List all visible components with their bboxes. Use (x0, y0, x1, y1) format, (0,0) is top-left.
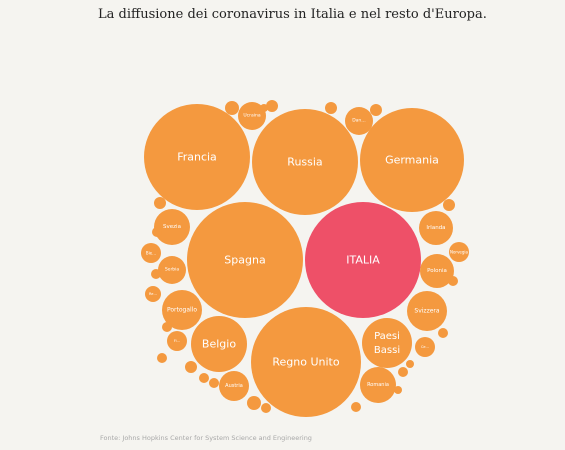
bubble-label-fi: Fi… (174, 339, 181, 343)
bubble-ucraina[interactable] (238, 102, 266, 130)
bubble-unlabeled[interactable] (185, 361, 197, 373)
bubble-bie[interactable] (141, 243, 161, 263)
bubble-label-bie: Bie… (146, 251, 156, 256)
chart-title: La diffusione dei coronavirus in Italia … (98, 7, 487, 22)
bubble-label-spagna: Spagna (224, 254, 265, 267)
bubble-unlabeled[interactable] (448, 276, 458, 286)
bubble-belgio[interactable] (191, 316, 247, 372)
bubble-norvegia[interactable] (449, 242, 469, 262)
bubble-polonia[interactable] (420, 254, 454, 288)
bubble-francia[interactable] (144, 104, 250, 210)
bubble-serbia[interactable] (158, 256, 186, 284)
bubble-romania[interactable] (360, 367, 396, 403)
bubble-unlabeled[interactable] (260, 104, 268, 112)
bubble-unlabeled[interactable] (443, 199, 455, 211)
bubble-unlabeled[interactable] (351, 402, 361, 412)
bubble-label-serbia: Serbia (165, 267, 180, 273)
bubble-unlabeled[interactable] (266, 100, 278, 112)
bubble-unlabeled[interactable] (151, 269, 161, 279)
bubble-label-germania: Germania (385, 154, 439, 167)
bubble-germania[interactable] (360, 108, 464, 212)
bubble-unlabeled[interactable] (261, 403, 271, 413)
bubble-label-ce: Ce… (421, 345, 430, 349)
bubble-label-austria: Austria (225, 383, 243, 389)
bubble-unlabeled[interactable] (406, 360, 414, 368)
bubble-austria[interactable] (219, 371, 249, 401)
bubble-unlabeled[interactable] (370, 104, 382, 116)
bubble-label-ucraina: Ucraina (243, 113, 260, 119)
bubble-unlabeled[interactable] (225, 101, 239, 115)
bubble-russia[interactable] (252, 109, 358, 215)
bubble-unlabeled[interactable] (438, 328, 448, 338)
bubble-paesi-bassi[interactable] (362, 318, 412, 368)
bubble-irlanda[interactable] (419, 211, 453, 245)
bubble-fi[interactable] (167, 331, 187, 351)
bubble-label-svizzera: Svizzera (414, 308, 439, 315)
bubble-unlabeled[interactable] (325, 102, 337, 114)
bubble-unlabeled[interactable] (398, 367, 408, 377)
bubble-unlabeled[interactable] (209, 378, 219, 388)
bubble-label-regno-unito: Regno Unito (272, 356, 339, 369)
bubble-unlabeled[interactable] (394, 386, 402, 394)
bubble-italia[interactable] (305, 202, 421, 318)
bubble-spagna[interactable] (187, 202, 303, 318)
bubble-unlabeled[interactable] (199, 373, 209, 383)
bubble-portogallo[interactable] (162, 290, 202, 330)
bubble-label-romania: Romania (367, 382, 389, 388)
bubble-svizzera[interactable] (407, 291, 447, 331)
bubble-label-francia: Francia (177, 151, 217, 164)
bubble-label-svezia: Svezia (163, 224, 181, 230)
bubble-label-polonia: Polonia (427, 268, 447, 274)
bubble-regno-unito[interactable] (251, 307, 361, 417)
bubble-dan[interactable] (345, 107, 373, 135)
bubble-unlabeled[interactable] (154, 197, 166, 209)
bubble-label-italia: ITALIA (346, 254, 380, 267)
bubble-unlabeled[interactable] (157, 353, 167, 363)
bubble-re[interactable] (145, 286, 161, 302)
bubble-unlabeled[interactable] (162, 322, 172, 332)
bubble-unlabeled[interactable] (247, 396, 261, 410)
bubble-label-re: Re… (149, 292, 157, 296)
bubble-label-russia: Russia (287, 156, 322, 169)
bubble-svezia[interactable] (154, 209, 190, 245)
bubble-unlabeled[interactable] (152, 227, 162, 237)
bubble-label-norvegia: Norvegia (450, 250, 469, 255)
bubble-label-paesi-bassi: Paesi Bassi (374, 331, 400, 356)
bubble-label-belgio: Belgio (202, 338, 236, 351)
bubble-label-dan: Dan… (352, 118, 366, 124)
bubble-ce[interactable] (415, 337, 435, 357)
chart-source: Fonte: Johns Hopkins Center for System S… (100, 434, 312, 442)
bubble-label-irlanda: Irlanda (426, 225, 445, 231)
bubble-label-portogallo: Portogallo (167, 307, 197, 314)
